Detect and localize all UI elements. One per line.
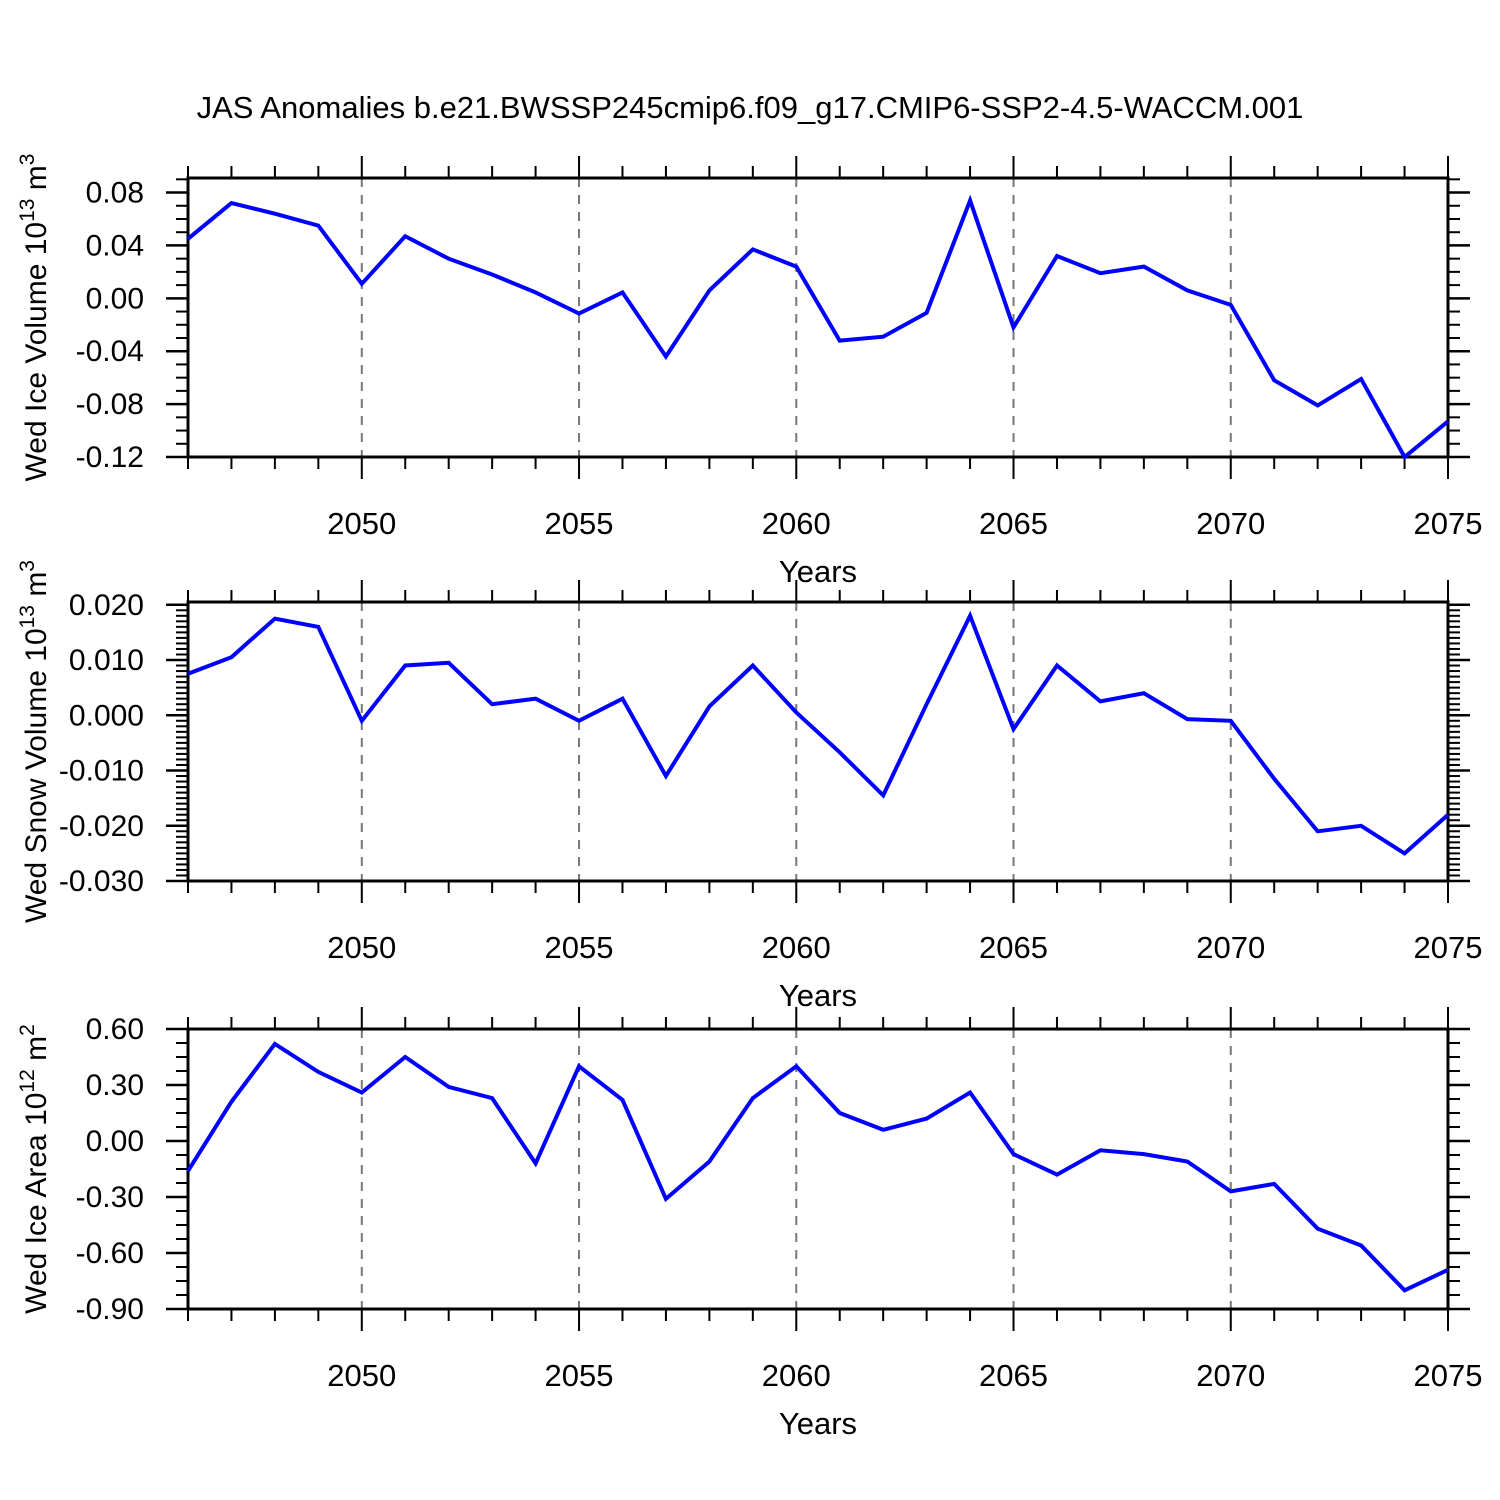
y-tick-label: 0.04 bbox=[86, 229, 144, 262]
panel-wed-snow-volume: 0.020 0.010 0.000 -0.010 -0.020 -0.030 2050 205… bbox=[16, 560, 1482, 1013]
y-tick-label: -0.010 bbox=[59, 755, 144, 788]
y-tick-label: 0.30 bbox=[86, 1069, 144, 1102]
y-tick-label: -0.60 bbox=[76, 1237, 144, 1270]
series-line-wed-snow-volume bbox=[187, 610, 1450, 856]
y-tick-label: 0.010 bbox=[69, 644, 144, 677]
x-axis-title: Years bbox=[779, 554, 857, 589]
y-tick-label: -0.08 bbox=[76, 388, 144, 421]
y-tick-label: 0.60 bbox=[86, 1013, 144, 1046]
series-line-wed-ice-volume bbox=[186, 194, 1450, 461]
y-tick-label: -0.04 bbox=[76, 335, 144, 368]
plot-frame bbox=[186, 1027, 1450, 1311]
x-tick-label: 2055 bbox=[545, 1358, 614, 1393]
y-tick-label: -0.030 bbox=[59, 865, 144, 898]
plot-frame bbox=[186, 176, 1450, 459]
y-axis-title: Wed Ice Area 1012 m2 bbox=[16, 1024, 53, 1314]
y-tick-label: 0.020 bbox=[69, 589, 144, 622]
plot-frame bbox=[186, 600, 1450, 883]
x-tick-label: 2075 bbox=[1414, 930, 1483, 965]
y-tick-label: 0.00 bbox=[86, 282, 144, 315]
series-line-wed-ice-area bbox=[186, 1041, 1449, 1293]
x-tick-label: 2065 bbox=[979, 506, 1048, 541]
x-tick-label: 2050 bbox=[327, 506, 396, 541]
x-tick-label: 2070 bbox=[1196, 1358, 1265, 1393]
x-tick-label: 2065 bbox=[979, 930, 1048, 965]
x-tick-label: 2060 bbox=[762, 1358, 831, 1393]
y-tick-label: -0.90 bbox=[76, 1293, 144, 1326]
y-tick-label: -0.020 bbox=[59, 810, 144, 843]
y-axis-title: Wed Snow Volume 1013 m3 bbox=[16, 560, 53, 923]
y-tick-label: -0.30 bbox=[76, 1181, 144, 1214]
x-tick-label: 2075 bbox=[1414, 506, 1483, 541]
panel-wed-ice-volume: 0.08 0.04 0.00 -0.04 -0.08 -0.12 2050 2055 2060 2… bbox=[16, 154, 1482, 589]
x-tick-label: 2070 bbox=[1196, 930, 1265, 965]
x-tick-label: 2060 bbox=[762, 506, 831, 541]
chart-title: JAS Anomalies b.e21.BWSSP245cmip6.f09_g1… bbox=[196, 90, 1304, 125]
x-tick-label: 2050 bbox=[327, 930, 396, 965]
x-tick-label: 2055 bbox=[545, 506, 614, 541]
y-tick-label: -0.12 bbox=[76, 441, 144, 474]
x-tick-label: 2070 bbox=[1196, 506, 1265, 541]
x-axis-title: Years bbox=[779, 1406, 857, 1441]
x-tick-label: 2060 bbox=[762, 930, 831, 965]
y-axis-title: Wed Ice Volume 1013 m3 bbox=[16, 154, 53, 482]
x-tick-label: 2075 bbox=[1414, 1358, 1483, 1393]
x-tick-label: 2065 bbox=[979, 1358, 1048, 1393]
y-tick-label: 0.000 bbox=[69, 699, 144, 732]
x-tick-label: 2050 bbox=[327, 1358, 396, 1393]
y-tick-label: 0.08 bbox=[86, 177, 144, 210]
y-tick-label: 0.00 bbox=[86, 1125, 144, 1158]
x-tick-label: 2055 bbox=[545, 930, 614, 965]
panel-wed-ice-area: 0.60 0.30 0.00 -0.30 -0.60 -0.90 2050 2055 2060 2… bbox=[16, 1007, 1482, 1441]
x-axis-title: Years bbox=[779, 978, 857, 1013]
